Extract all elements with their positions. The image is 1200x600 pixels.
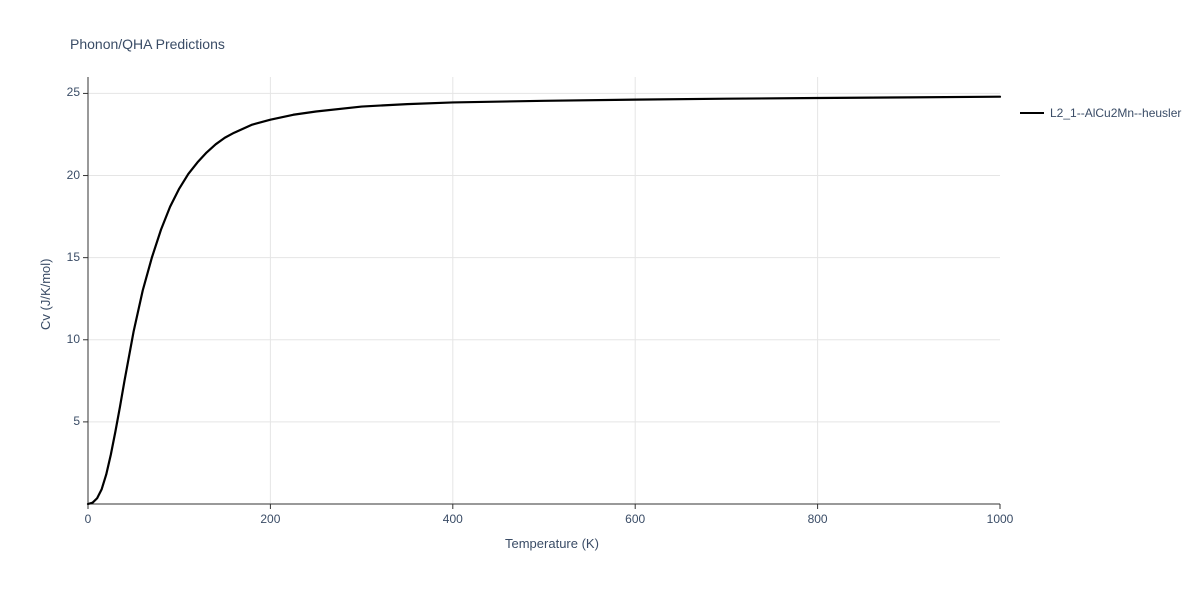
legend: L2_1--AlCu2Mn--heusler [1020,106,1181,120]
y-tick-label: 5 [52,414,80,428]
chart-container: Phonon/QHA Predictions Temperature (K) C… [0,0,1200,600]
y-tick-label: 15 [52,250,80,264]
x-tick-label: 800 [798,512,838,526]
legend-swatch [1020,112,1044,114]
y-tick-label: 20 [52,168,80,182]
legend-label: L2_1--AlCu2Mn--heusler [1050,106,1181,120]
x-tick-label: 0 [68,512,108,526]
y-tick-label: 25 [52,85,80,99]
chart-title: Phonon/QHA Predictions [70,36,225,52]
plot-area [88,77,1000,504]
x-tick-label: 200 [250,512,290,526]
x-axis-label: Temperature (K) [505,536,599,551]
x-tick-label: 1000 [980,512,1020,526]
x-tick-label: 600 [615,512,655,526]
y-tick-label: 10 [52,332,80,346]
x-tick-label: 400 [433,512,473,526]
y-axis-label: Cv (J/K/mol) [38,259,53,331]
